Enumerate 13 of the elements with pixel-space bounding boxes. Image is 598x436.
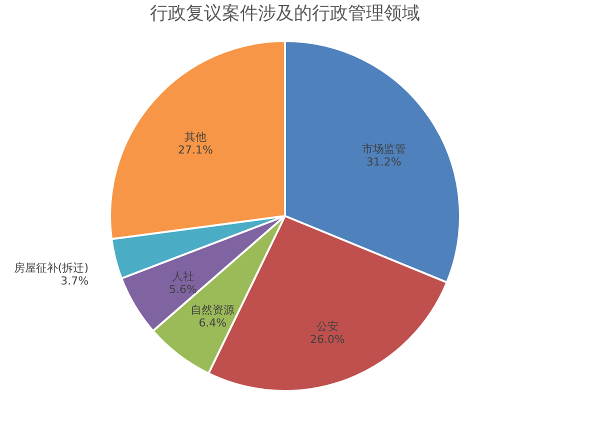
slice-label: 人社	[172, 270, 194, 284]
data-label: 3.7%	[60, 274, 89, 288]
data-label: 26.0%	[310, 333, 345, 346]
slice-label: 公安	[316, 320, 338, 334]
data-label: 6.4%	[198, 316, 227, 330]
slice-label: 其他	[184, 130, 206, 144]
data-label: 31.2%	[366, 156, 402, 169]
data-label: 5.6%	[168, 283, 197, 296]
slice-label: 市场监管	[362, 142, 406, 156]
slice-label: 自然资源	[190, 303, 235, 316]
data-label: 27.1%	[178, 144, 213, 157]
slice-label: 房屋征补(拆迁)	[14, 261, 89, 274]
chart-title: 行政复议案件涉及的行政管理领域	[150, 3, 420, 24]
